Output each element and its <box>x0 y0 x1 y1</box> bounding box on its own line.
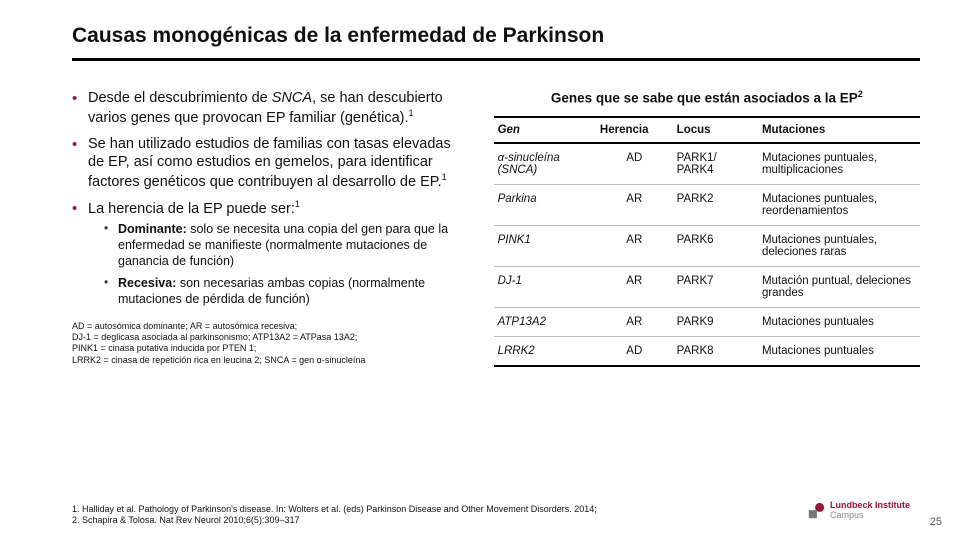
bullet-list: Desde el descubrimiento de SNCA, se han … <box>72 89 466 307</box>
cell-locus: PARK2 <box>673 184 758 225</box>
ref-sup-2: 2 <box>858 89 863 99</box>
logo-text: Lundbeck Institute Campus <box>830 501 910 520</box>
page-title: Causas monogénicas de la enfermedad de P… <box>72 24 920 48</box>
cell-inheritance: AR <box>596 307 673 336</box>
cell-gene: α-sinucleína (SNCA) <box>494 143 596 185</box>
table-row: ATP13A2ARPARK9Mutaciones puntuales <box>494 307 920 336</box>
bullet-3-text: La herencia de la EP puede ser: <box>88 201 295 217</box>
cell-mutations: Mutaciones puntuales, reordenamientos <box>758 184 920 225</box>
columns: Desde el descubrimiento de SNCA, se han … <box>72 89 920 367</box>
cell-inheritance: AR <box>596 266 673 307</box>
col-gene-header: Gen <box>494 117 596 143</box>
left-column: Desde el descubrimiento de SNCA, se han … <box>72 89 466 367</box>
cell-mutations: Mutaciones puntuales <box>758 307 920 336</box>
ref-sup-1a: 1 <box>409 108 414 118</box>
ref-sup-1b: 1 <box>442 172 447 182</box>
references: 1. Halliday et al. Pathology of Parkinso… <box>72 504 752 527</box>
cell-gene: LRRK2 <box>494 336 596 366</box>
table-row: DJ-1ARPARK7Mutación puntual, deleciones … <box>494 266 920 307</box>
table-body: α-sinucleína (SNCA)ADPARK1/ PARK4Mutacio… <box>494 143 920 366</box>
sub-bullet-2: Recesiva: son necesarias ambas copias (n… <box>104 275 466 307</box>
right-column: Genes que se sabe que están asociados a … <box>494 89 920 367</box>
table-row: ParkinaARPARK2Mutaciones puntuales, reor… <box>494 184 920 225</box>
cell-gene: DJ-1 <box>494 266 596 307</box>
cell-inheritance: AR <box>596 184 673 225</box>
cell-locus: PARK8 <box>673 336 758 366</box>
bullet-1-text-a: Desde el descubrimiento de <box>88 90 272 106</box>
cell-gene: ATP13A2 <box>494 307 596 336</box>
table-row: LRRK2ADPARK8Mutaciones puntuales <box>494 336 920 366</box>
bullet-1: Desde el descubrimiento de SNCA, se han … <box>72 89 466 127</box>
bullet-1-italic: SNCA <box>272 90 312 106</box>
bullet-3: La herencia de la EP puede ser:1 Dominan… <box>72 199 466 306</box>
ref-sup-1c: 1 <box>295 199 300 209</box>
cell-locus: PARK9 <box>673 307 758 336</box>
sub-1-lead: Dominante: <box>118 222 187 236</box>
table-header-row: Gen Herencia Locus Mutaciones <box>494 117 920 143</box>
col-locus-header: Locus <box>673 117 758 143</box>
logo-line2: Campus <box>830 511 910 520</box>
cell-locus: PARK1/ PARK4 <box>673 143 758 185</box>
page-number: 25 <box>930 516 942 528</box>
logo-icon <box>807 502 825 520</box>
cell-locus: PARK7 <box>673 266 758 307</box>
cell-gene: Parkina <box>494 184 596 225</box>
sub-bullet-list: Dominante: solo se necesita una copia de… <box>88 221 466 307</box>
cell-mutations: Mutaciones puntuales, multiplicaciones <box>758 143 920 185</box>
title-rule <box>72 58 920 61</box>
col-inh-header: Herencia <box>596 117 673 143</box>
brand-logo: Lundbeck Institute Campus <box>807 501 910 520</box>
abbreviations: AD = autosómica dominante; AR = autosómi… <box>72 321 466 366</box>
cell-mutations: Mutaciones puntuales, deleciones raras <box>758 225 920 266</box>
logo-line1: Lundbeck Institute <box>830 500 910 510</box>
cell-mutations: Mutaciones puntuales <box>758 336 920 366</box>
table-caption-text: Genes que se sabe que están asociados a … <box>551 91 858 106</box>
table-row: α-sinucleína (SNCA)ADPARK1/ PARK4Mutacio… <box>494 143 920 185</box>
cell-inheritance: AD <box>596 336 673 366</box>
col-mut-header: Mutaciones <box>758 117 920 143</box>
slide: Causas monogénicas de la enfermedad de P… <box>0 0 960 540</box>
table-row: PINK1ARPARK6Mutaciones puntuales, deleci… <box>494 225 920 266</box>
sub-bullet-1: Dominante: solo se necesita una copia de… <box>104 221 466 269</box>
cell-mutations: Mutación puntual, deleciones grandes <box>758 266 920 307</box>
cell-locus: PARK6 <box>673 225 758 266</box>
bullet-2-text: Se han utilizado estudios de familias co… <box>88 136 451 190</box>
cell-inheritance: AD <box>596 143 673 185</box>
bullet-2: Se han utilizado estudios de familias co… <box>72 135 466 191</box>
cell-inheritance: AR <box>596 225 673 266</box>
genes-table: Gen Herencia Locus Mutaciones α-sinucleí… <box>494 116 920 367</box>
table-caption: Genes que se sabe que están asociados a … <box>494 89 920 106</box>
cell-gene: PINK1 <box>494 225 596 266</box>
sub-2-lead: Recesiva: <box>118 276 176 290</box>
